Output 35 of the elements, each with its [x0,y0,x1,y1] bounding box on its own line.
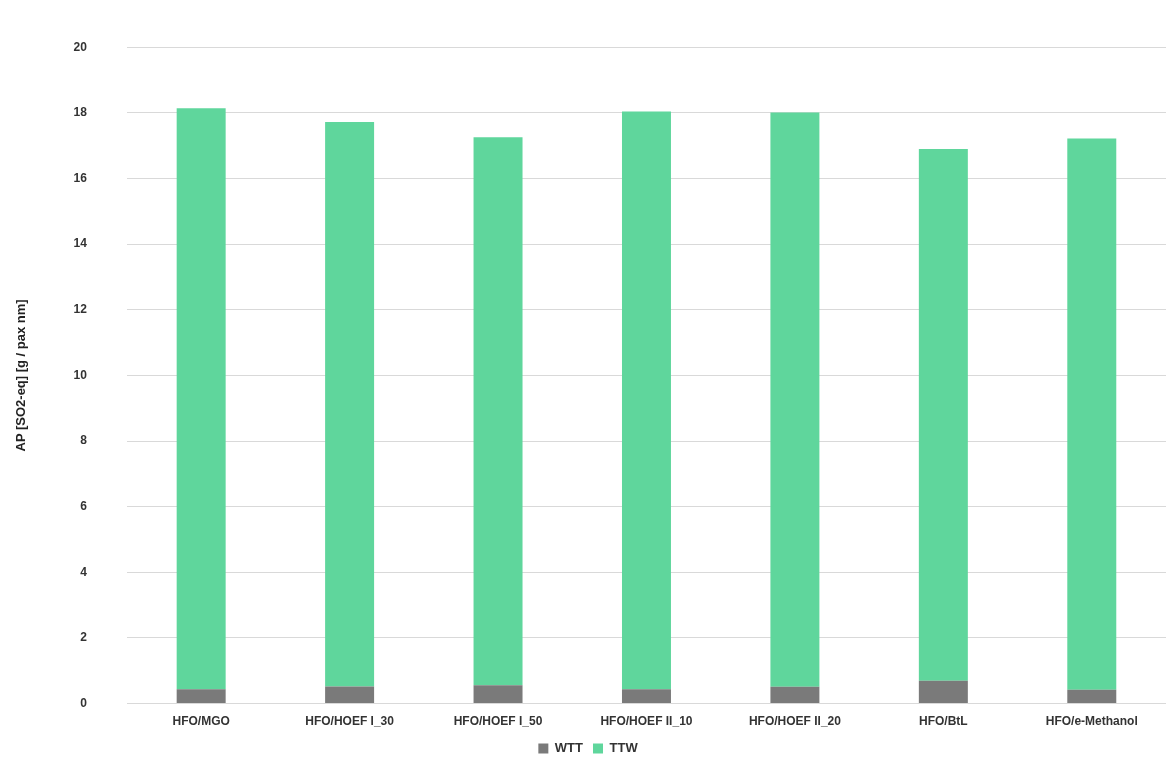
y-tick-label: 10 [73,367,88,382]
y-tick-label: 2 [80,630,88,645]
bar [918,148,968,681]
x-tick-label: HFO/MGO [172,714,230,729]
bar [770,686,820,704]
x-tick-label: HFO/e-Methanol [1045,714,1138,729]
y-tick-label: 20 [73,39,88,54]
y-tick-label: 16 [73,170,88,185]
x-tick-label: HFO/BtL [919,714,968,729]
bar [1067,138,1117,690]
y-tick-label: 6 [80,498,88,513]
x-tick-label: HFO/HOEF II_20 [748,714,842,729]
bar [473,685,523,704]
y-tick-label: 18 [73,105,88,120]
y-tick-label: 8 [80,433,88,448]
bar [621,689,671,704]
bar [1067,689,1117,704]
y-tick-label: 14 [73,236,88,251]
bar [176,108,226,690]
bar [176,689,226,704]
bar [918,680,968,704]
bar [621,111,671,690]
bar [770,112,820,687]
legend-label: TTW [609,740,639,756]
bar [325,686,375,704]
y-axis-title: AP [SO2-eq] [g / pax nm] [13,299,29,452]
bar [473,137,523,686]
bar [325,122,375,687]
y-tick-label: 0 [80,695,88,710]
x-tick-label: HFO/HOEF II_10 [600,714,693,729]
y-tick-label: 12 [73,302,88,317]
x-tick-label: HFO/HOEF I_50 [453,714,543,729]
x-tick-label: HFO/HOEF I_30 [305,714,395,729]
legend-label: WTT [554,740,584,756]
y-tick-label: 4 [80,564,88,579]
